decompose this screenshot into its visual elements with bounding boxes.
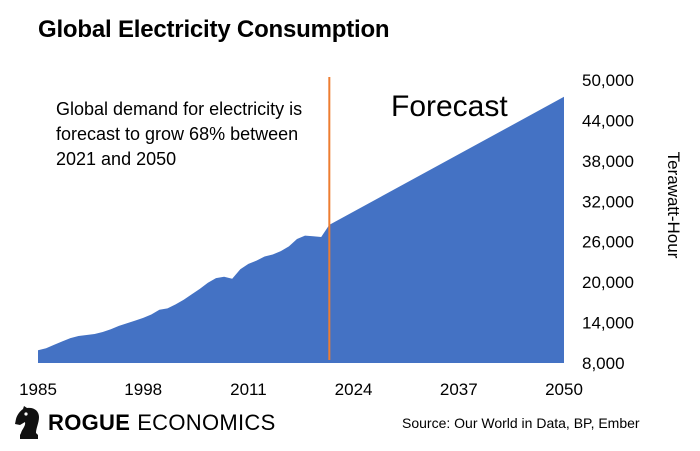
y-tick-label: 26,000	[582, 233, 634, 252]
y-tick-label: 44,000	[582, 111, 634, 130]
annotation-line: Global demand for electricity is	[56, 99, 302, 119]
brand-name-strong: ROGUE	[48, 410, 131, 435]
x-tick-label: 2011	[230, 380, 267, 399]
series-area-0	[38, 96, 564, 364]
annotation-line: forecast to grow 68% between	[56, 124, 298, 144]
annotation-line: 2021 and 2050	[56, 149, 176, 169]
y-tick-label: 38,000	[582, 152, 634, 171]
x-tick-label: 2024	[335, 380, 373, 399]
brand-logo: ROGUE ECONOMICS	[14, 406, 276, 440]
y-tick-label: 32,000	[582, 192, 634, 211]
x-tick-label: 1985	[19, 380, 57, 399]
x-tick-label: 1998	[124, 380, 162, 399]
y-tick-label: 14,000	[582, 314, 634, 333]
chess-knight-icon	[15, 406, 39, 439]
x-tick-label: 2037	[440, 380, 478, 399]
brand-name-light: ECONOMICS	[137, 410, 276, 435]
forecast-label: Forecast	[391, 90, 508, 123]
y-axis-label: Terawatt-Hour	[664, 152, 683, 259]
chart-title: Global Electricity Consumption	[38, 16, 390, 43]
source-note: Source: Our World in Data, BP, Ember	[402, 415, 640, 431]
x-tick-label: 2050	[545, 380, 583, 399]
y-tick-label: 50,000	[582, 71, 634, 90]
y-tick-label: 8,000	[582, 354, 625, 373]
y-tick-label: 20,000	[582, 273, 634, 292]
